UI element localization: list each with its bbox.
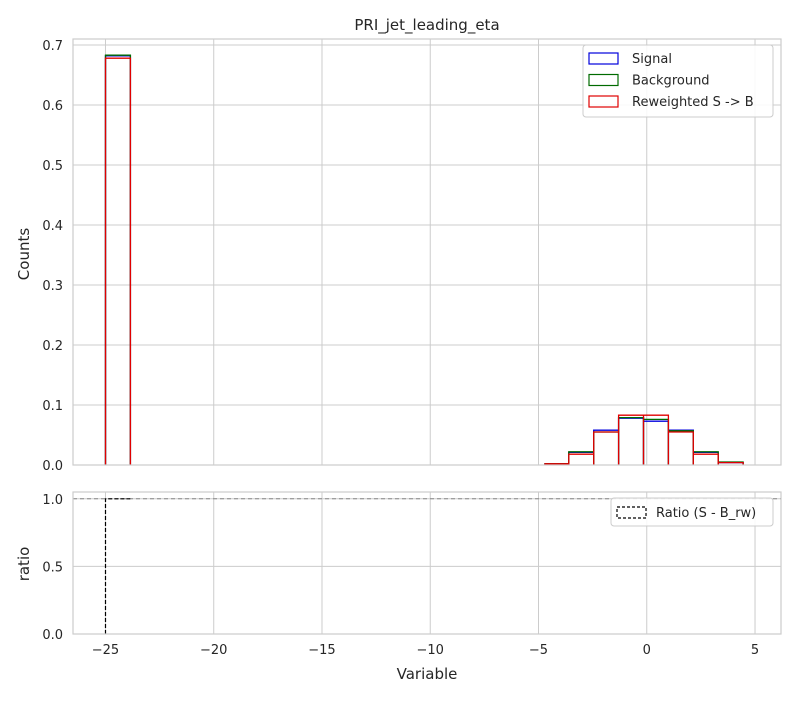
histogram-panel: 0.0 0.1 0.2 0.3 0.4 0.5 0.6 0.7 Signal Background… — [42, 38, 782, 474]
ratio-y-tick-label: 1.0 — [42, 493, 63, 508]
legend-swatch — [588, 95, 619, 108]
series-line-reweighted-s-b — [104, 57, 744, 465]
ratio-x-tick-label: −15 — [308, 643, 335, 658]
legend-swatch — [588, 52, 619, 65]
ratio-x-tick-label: −10 — [417, 643, 444, 658]
histogram-y-tick-label: 0.3 — [42, 279, 63, 294]
ratio-x-tick-label: −5 — [529, 643, 548, 658]
ratio-x-tick-label: 0 — [643, 643, 651, 658]
ratio-y-axis-label: ratio — [15, 547, 33, 582]
legend-label: Reweighted S -> B — [632, 95, 754, 110]
series-line-ratio — [104, 498, 131, 634]
histogram-y-tick-label: 0.1 — [42, 399, 63, 414]
histogram-frame — [72, 38, 782, 466]
chart-title: PRI_jet_leading_eta — [354, 16, 499, 35]
histogram-legend — [582, 44, 774, 118]
histogram-y-tick-label: 0.7 — [42, 39, 63, 54]
histogram-y-tick-label: 0.4 — [42, 219, 63, 234]
x-axis-label: Variable — [397, 665, 458, 683]
ratio-y-tick-label: 0.0 — [42, 628, 63, 643]
ratio-panel: −25 −20 −15 −10 −5 0 5 0.0 0.5 1.0 Ratio (S - B_rw… — [42, 491, 782, 658]
ratio-x-tick-label: 5 — [751, 643, 759, 658]
histogram-y-tick-label: 0.0 — [42, 459, 63, 474]
top-y-axis-label: Counts — [15, 228, 33, 281]
histogram-y-tick-label: 0.6 — [42, 99, 63, 114]
legend-label: Ratio (S - B_rw) — [656, 506, 756, 521]
ratio-frame — [72, 491, 782, 635]
histogram-y-tick-label: 0.5 — [42, 159, 63, 174]
legend-swatch — [588, 73, 619, 87]
ratio-legend — [610, 497, 774, 527]
ratio-y-tick-label: 0.5 — [42, 560, 63, 575]
ratio-x-tick-label: −25 — [92, 643, 119, 658]
histogram-y-tick-label: 0.2 — [42, 339, 63, 354]
ratio-x-tick-label: −20 — [200, 643, 227, 658]
legend-label: Background — [632, 74, 710, 89]
legend-label: Signal — [632, 52, 672, 67]
